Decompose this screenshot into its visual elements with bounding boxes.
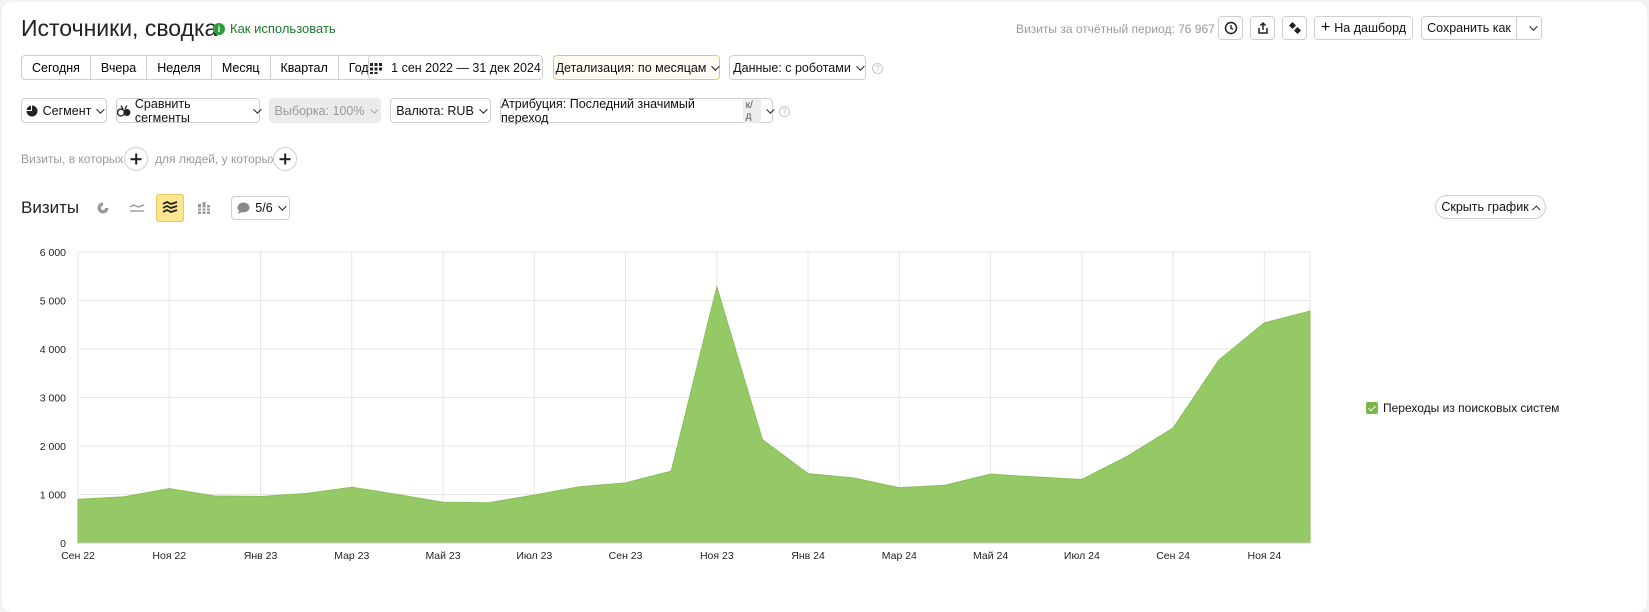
x-tick-label: Мар 24 (882, 550, 917, 562)
info-icon: i (213, 22, 225, 35)
visits-condition-label: Визиты, в которых (21, 152, 124, 166)
visits-area-chart: 0 1 000 2 000 3 000 4 000 5 000 6 000 Сен 22 Ноя… (40, 247, 1311, 562)
add-people-condition-button[interactable] (273, 147, 297, 171)
y-tick-label: 4 000 (40, 344, 66, 356)
x-tick-label: Янв 24 (791, 550, 825, 562)
dashboard-button[interactable]: + На дашборд (1314, 16, 1413, 40)
date-range-button[interactable]: 1 сен 2022 — 31 дек 2024 (368, 55, 543, 80)
detail-dropdown[interactable]: Детализация: по месяцам (553, 55, 721, 80)
x-tick-label: Ноя 24 (1248, 550, 1282, 562)
pie-chart-icon (97, 202, 109, 214)
currency-dropdown[interactable]: Валюта: RUB (390, 98, 491, 123)
plus-icon: + (1320, 19, 1331, 36)
visits-total: Визиты за отчётный период: 76 967 (1016, 22, 1215, 36)
bar-chart-button[interactable] (190, 194, 218, 222)
chevron-down-icon (478, 104, 488, 114)
compare-segments-dropdown[interactable]: Сравнить сегменты (116, 97, 262, 125)
chevron-down-icon (856, 61, 865, 71)
x-tick-label: Ноя 23 (700, 550, 734, 562)
y-tick-label: 3 000 (40, 393, 66, 405)
comment-icon (237, 202, 250, 214)
howto-link[interactable]: i Как использовать (213, 21, 336, 36)
page-title: Источники, сводка (21, 15, 218, 41)
series-selector[interactable]: 5/6 (231, 196, 290, 220)
period-month[interactable]: Месяц (212, 56, 271, 79)
line-chart-icon (129, 204, 145, 212)
x-tick-label: Июл 24 (1064, 550, 1100, 562)
x-tick-label: Сен 24 (1156, 550, 1190, 562)
x-tick-label: Май 23 (425, 550, 460, 562)
y-tick-label: 5 000 (40, 296, 66, 308)
people-condition-label: для людей, у которых (155, 152, 277, 166)
period-yesterday[interactable]: Вчера (91, 56, 148, 79)
export-button[interactable] (1250, 16, 1275, 40)
y-tick-label: 1 000 (40, 490, 66, 502)
calendar-icon (370, 62, 383, 74)
help-icon[interactable]: ? (872, 63, 883, 74)
period-year[interactable]: Год (348, 60, 369, 75)
diamonds-icon (1288, 21, 1301, 35)
x-tick-label: Ноя 22 (152, 550, 186, 562)
line-chart-button[interactable] (123, 194, 151, 222)
attribution-badge: к/д (742, 98, 762, 123)
chevron-down-icon (711, 61, 721, 71)
chevron-down-icon (96, 104, 106, 114)
chevron-down-icon (1528, 22, 1538, 31)
y-tick-label: 6 000 (40, 247, 66, 259)
x-tick-label: Мар 23 (334, 550, 369, 562)
y-tick-label: 0 (60, 538, 66, 550)
history-button[interactable] (1218, 16, 1243, 40)
x-tick-label: Янв 23 (244, 550, 278, 562)
period-today[interactable]: Сегодня (22, 56, 91, 79)
clock-icon (1224, 21, 1237, 35)
x-tick-label: Сен 22 (61, 550, 95, 562)
chart-legend[interactable]: Переходы из поисковых систем (1366, 401, 1559, 415)
period-week[interactable]: Неделя (147, 56, 212, 79)
chevron-down-icon (277, 202, 287, 211)
stacked-bars-icon (197, 202, 211, 214)
save-as-dropdown[interactable] (1516, 16, 1542, 40)
chevron-down-icon (369, 104, 379, 114)
help-icon[interactable]: ? (779, 106, 790, 117)
pie-icon (26, 105, 38, 116)
robots-dropdown[interactable]: Данные: с роботами (729, 55, 866, 80)
chart-title: Визиты (21, 198, 80, 217)
sample-dropdown[interactable]: Выборка: 100% (269, 98, 381, 123)
add-visit-condition-button[interactable] (124, 147, 148, 171)
pie-chart-button[interactable] (89, 194, 117, 222)
save-as-button[interactable]: Сохранить как (1421, 16, 1517, 40)
period-selector: Сегодня Вчера Неделя Месяц Квартал Год (21, 55, 380, 80)
x-tick-label: Сен 23 (609, 550, 643, 562)
drops-icon (117, 104, 131, 117)
attribution-dropdown[interactable]: Атрибуция: Последний значимый переход к/… (500, 97, 775, 125)
period-quarter[interactable]: Квартал (271, 56, 339, 79)
y-tick-label: 2 000 (40, 441, 66, 453)
x-tick-label: Май 24 (973, 550, 1008, 562)
compare-icon-button[interactable] (1282, 16, 1307, 40)
checkbox-checked-icon[interactable] (1366, 402, 1378, 414)
legend-label: Переходы из поисковых систем (1383, 401, 1560, 415)
hide-chart-button[interactable]: Скрыть график (1435, 195, 1546, 219)
x-tick-label: Июл 23 (516, 550, 552, 562)
series-area (77, 285, 1311, 544)
howto-label: Как использовать (230, 21, 336, 36)
chevron-up-icon (1531, 205, 1541, 214)
area-chart-button[interactable] (156, 194, 184, 222)
area-chart-icon (162, 201, 178, 213)
segment-dropdown[interactable]: Сегмент (21, 98, 107, 123)
share-icon (1257, 21, 1268, 34)
